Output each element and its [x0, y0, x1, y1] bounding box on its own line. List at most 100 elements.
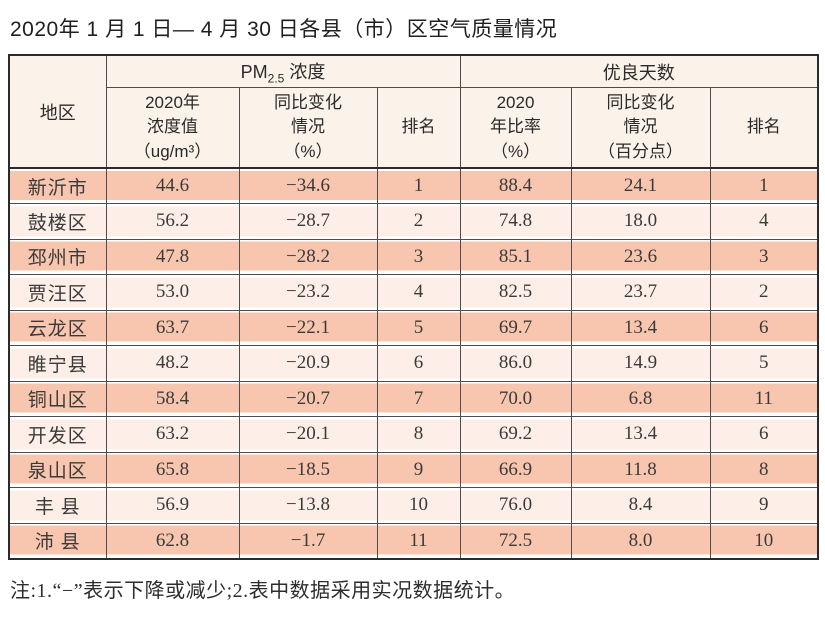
value-cell: 11: [376, 522, 461, 559]
value-cell: 3: [376, 238, 461, 275]
value-cell: −22.1: [238, 309, 378, 346]
value-cell: 82.5: [459, 274, 572, 311]
header-pm-value: 2020年 浓度值 （ug/m³）: [105, 87, 240, 169]
region-cell: 睢宁县: [8, 345, 107, 382]
value-cell: 1: [709, 167, 819, 204]
page-title: 2020年 1 月 1 日— 4 月 30 日各县（市）区空气质量情况: [10, 18, 558, 41]
region-cell: 铜山区: [8, 380, 107, 417]
value-cell: 10: [709, 522, 819, 559]
value-cell: 11: [709, 380, 819, 417]
table-row: 沛 县 62.8 −1.7 11 72.5 8.0 10: [8, 522, 819, 559]
value-cell: −13.8: [238, 487, 378, 524]
value-cell: 8.0: [570, 522, 711, 559]
value-cell: 48.2: [105, 345, 240, 382]
value-cell: 53.0: [105, 274, 240, 311]
value-cell: 10: [376, 487, 461, 524]
value-cell: 85.1: [459, 238, 572, 275]
header-gd-change: 同比变化 情况 （百分点）: [570, 87, 711, 169]
value-cell: −28.7: [238, 203, 378, 240]
table-row: 丰 县 56.9 −13.8 10 76.0 8.4 9: [8, 487, 819, 524]
value-cell: 56.9: [105, 487, 240, 524]
value-cell: 7: [376, 380, 461, 417]
value-cell: 6: [709, 416, 819, 453]
value-cell: 3: [709, 238, 819, 275]
region-cell: 鼓楼区: [8, 203, 107, 240]
value-cell: −20.7: [238, 380, 378, 417]
table-body: 新沂市 44.6 −34.6 1 88.4 24.1 1 鼓楼区 56.2 −28.7 2 74.8 1…: [8, 167, 819, 559]
value-cell: −1.7: [238, 522, 378, 559]
value-cell: 24.1: [570, 167, 711, 204]
pm25-label-prefix: PM: [240, 61, 268, 82]
value-cell: 56.2: [105, 203, 240, 240]
region-cell: 沛 县: [8, 522, 107, 559]
value-cell: 9: [376, 451, 461, 488]
value-cell: 6.8: [570, 380, 711, 417]
value-cell: 58.4: [105, 380, 240, 417]
header-pm-change: 同比变化 情况 （%）: [238, 87, 378, 169]
header-group-row: 地区 PM2.5 浓度 优良天数: [8, 54, 819, 169]
value-cell: 2: [376, 203, 461, 240]
table-row: 开发区 63.2 −20.1 8 69.2 13.4 6: [8, 416, 819, 453]
value-cell: 1: [376, 167, 461, 204]
value-cell: 63.2: [105, 416, 240, 453]
value-cell: −18.5: [238, 451, 378, 488]
header-sub-row: 2020年 浓度值 （ug/m³） 同比变化 情况 （%） 排名 2020 年比…: [9, 87, 819, 169]
value-cell: 44.6: [105, 167, 240, 204]
value-cell: 13.4: [570, 309, 711, 346]
value-cell: 4: [376, 274, 461, 311]
table-row: 泉山区 65.8 −18.5 9 66.9 11.8 8: [8, 451, 819, 488]
value-cell: 62.8: [105, 522, 240, 559]
header-region: 地区: [8, 54, 107, 169]
value-cell: 9: [709, 487, 819, 524]
value-cell: 8: [709, 451, 819, 488]
value-cell: 8.4: [570, 487, 711, 524]
region-cell: 丰 县: [8, 487, 107, 524]
value-cell: 74.8: [459, 203, 572, 240]
value-cell: 11.8: [570, 451, 711, 488]
region-cell: 贾汪区: [8, 274, 107, 311]
table-row: 邳州市 47.8 −28.2 3 85.1 23.6 3: [8, 238, 819, 275]
value-cell: 69.7: [459, 309, 572, 346]
value-cell: 47.8: [105, 238, 240, 275]
table-row: 鼓楼区 56.2 −28.7 2 74.8 18.0 4: [8, 203, 819, 240]
region-cell: 邳州市: [8, 238, 107, 275]
region-cell: 泉山区: [8, 451, 107, 488]
value-cell: 65.8: [105, 451, 240, 488]
table-header: 地区 PM2.5 浓度 优良天数 2020年 浓度值 （ug/m³） 同比变化 …: [8, 54, 819, 169]
value-cell: 4: [709, 203, 819, 240]
header-pm-rank: 排名: [376, 87, 461, 169]
table-row: 铜山区 58.4 −20.7 7 70.0 6.8 11: [8, 380, 819, 417]
value-cell: 6: [709, 309, 819, 346]
header-gd-rate: 2020 年比率 （%）: [459, 87, 572, 169]
value-cell: 70.0: [459, 380, 572, 417]
value-cell: −34.6: [238, 167, 378, 204]
table-row: 睢宁县 48.2 −20.9 6 86.0 14.9 5: [8, 345, 819, 382]
value-cell: 5: [709, 345, 819, 382]
value-cell: 2: [709, 274, 819, 311]
value-cell: 76.0: [459, 487, 572, 524]
value-cell: 23.7: [570, 274, 711, 311]
air-quality-table: 地区 PM2.5 浓度 优良天数 2020年 浓度值 （ug/m³） 同比变化 …: [8, 54, 820, 560]
value-cell: 72.5: [459, 522, 572, 559]
value-cell: 5: [376, 309, 461, 346]
region-cell: 开发区: [8, 416, 107, 453]
region-cell: 云龙区: [8, 309, 107, 346]
header-pm25-group: PM2.5 浓度: [105, 54, 461, 88]
value-cell: −20.1: [238, 416, 378, 453]
header-gd-rank: 排名: [709, 87, 819, 169]
value-cell: −28.2: [238, 238, 378, 275]
value-cell: 69.2: [459, 416, 572, 453]
value-cell: 14.9: [570, 345, 711, 382]
table-row: 云龙区 63.7 −22.1 5 69.7 13.4 6: [8, 309, 819, 346]
pm25-label-subscript: 2.5: [267, 71, 285, 86]
pm25-label-suffix: 浓度: [284, 61, 326, 82]
value-cell: −20.9: [238, 345, 378, 382]
value-cell: 23.6: [570, 238, 711, 275]
value-cell: −23.2: [238, 274, 378, 311]
header-good-days-group: 优良天数: [459, 54, 819, 88]
value-cell: 13.4: [570, 416, 711, 453]
value-cell: 66.9: [459, 451, 572, 488]
value-cell: 18.0: [570, 203, 711, 240]
value-cell: 88.4: [459, 167, 572, 204]
